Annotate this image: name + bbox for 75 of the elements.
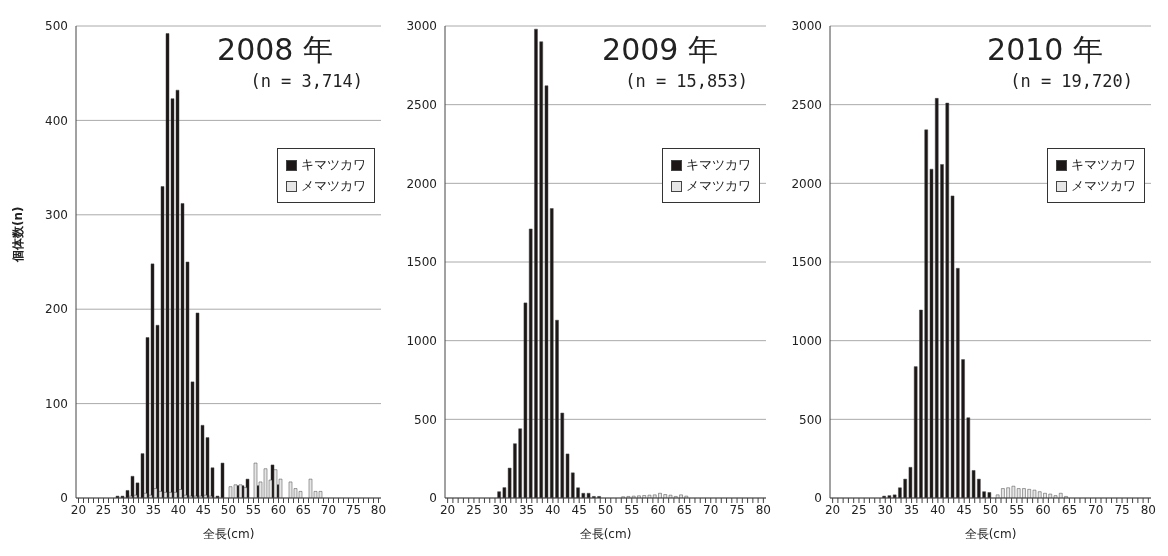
x-tick-label: 35	[903, 502, 920, 517]
y-tick-label: 100	[45, 396, 68, 411]
legend-label: キマツカワ	[1071, 156, 1136, 174]
y-tick-label: 1000	[406, 333, 437, 348]
x-tick-label: 30	[120, 502, 137, 517]
y-tick-label: 500	[45, 19, 68, 34]
x-tick-label: 50	[982, 502, 999, 517]
x-tick-label: 75	[1114, 502, 1130, 517]
y-tick-label: 1500	[406, 255, 437, 270]
x-tick-label: 70	[703, 502, 719, 517]
legend-label: キマツカワ	[301, 156, 366, 174]
x-tick-label: 25	[466, 502, 482, 517]
y-tick-label: 2000	[791, 176, 822, 191]
legend-label: メマツカワ	[1071, 177, 1136, 195]
y-tick-label: 400	[45, 113, 68, 128]
x-tick-label: 80	[1140, 502, 1157, 517]
y-tick-label: 2500	[406, 97, 437, 112]
x-tick-label: 30	[492, 502, 508, 517]
y-tick-label: 500	[414, 412, 437, 427]
x-axis-title: 全長(cm)	[202, 527, 255, 541]
legend-label: メマツカワ	[301, 177, 366, 195]
y-tick-label: 0	[429, 491, 437, 506]
x-tick-label: 80	[370, 502, 387, 517]
y-tick-label: 2000	[406, 176, 437, 191]
y-tick-label: 300	[45, 208, 68, 223]
x-tick-label: 60	[270, 502, 287, 517]
y-tick-label: 1500	[791, 255, 822, 270]
x-tick-label: 55	[1009, 502, 1025, 517]
x-axis-title: 全長(cm)	[964, 527, 1017, 541]
x-tick-label: 60	[650, 502, 666, 517]
y-tick-label: 200	[45, 302, 68, 317]
legend-label: キマツカワ	[686, 156, 751, 174]
x-tick-label: 40	[930, 502, 946, 517]
x-tick-label: 70	[320, 502, 337, 517]
x-tick-label: 25	[851, 502, 867, 517]
text: (n = 19,720)	[1009, 71, 1133, 91]
x-tick-label: 25	[95, 502, 112, 517]
x-tick-label: 20	[439, 502, 456, 517]
x-tick-label: 30	[877, 502, 893, 517]
x-tick-label: 80	[755, 502, 772, 517]
legend-label: メマツカワ	[686, 177, 751, 195]
text: (n = 3,714)	[249, 71, 363, 91]
chart-title: 2009 年	[602, 31, 718, 69]
x-tick-label: 35	[518, 502, 535, 517]
y-tick-label: 3000	[406, 19, 437, 34]
x-tick-label: 45	[956, 502, 972, 517]
x-tick-label: 45	[195, 502, 212, 517]
x-tick-label: 70	[1088, 502, 1104, 517]
y-axis-title: 個体数(n)	[11, 206, 26, 263]
text: (n = 15,853)	[624, 71, 748, 91]
y-tick-label: 3000	[791, 19, 822, 34]
x-tick-label: 40	[545, 502, 561, 517]
x-tick-label: 65	[676, 502, 693, 517]
x-tick-label: 55	[245, 502, 262, 517]
y-tick-label: 0	[60, 491, 68, 506]
x-tick-label: 40	[170, 502, 187, 517]
x-tick-label: 65	[295, 502, 312, 517]
x-tick-label: 20	[824, 502, 841, 517]
y-tick-label: 0	[814, 491, 822, 506]
y-tick-label: 500	[799, 412, 822, 427]
x-tick-label: 45	[571, 502, 587, 517]
x-tick-label: 20	[70, 502, 87, 517]
x-tick-label: 60	[1035, 502, 1051, 517]
x-tick-label: 35	[145, 502, 162, 517]
x-tick-label: 50	[220, 502, 237, 517]
y-tick-label: 1000	[791, 333, 822, 348]
x-axis-title: 全長(cm)	[579, 527, 632, 541]
x-tick-label: 65	[1061, 502, 1078, 517]
chart-title: 2010 年	[987, 31, 1103, 69]
y-tick-label: 2500	[791, 97, 822, 112]
x-tick-label: 55	[624, 502, 640, 517]
chart-title: 2008 年	[217, 31, 333, 69]
x-tick-label: 75	[729, 502, 745, 517]
x-tick-label: 50	[597, 502, 614, 517]
x-tick-label: 75	[345, 502, 362, 517]
